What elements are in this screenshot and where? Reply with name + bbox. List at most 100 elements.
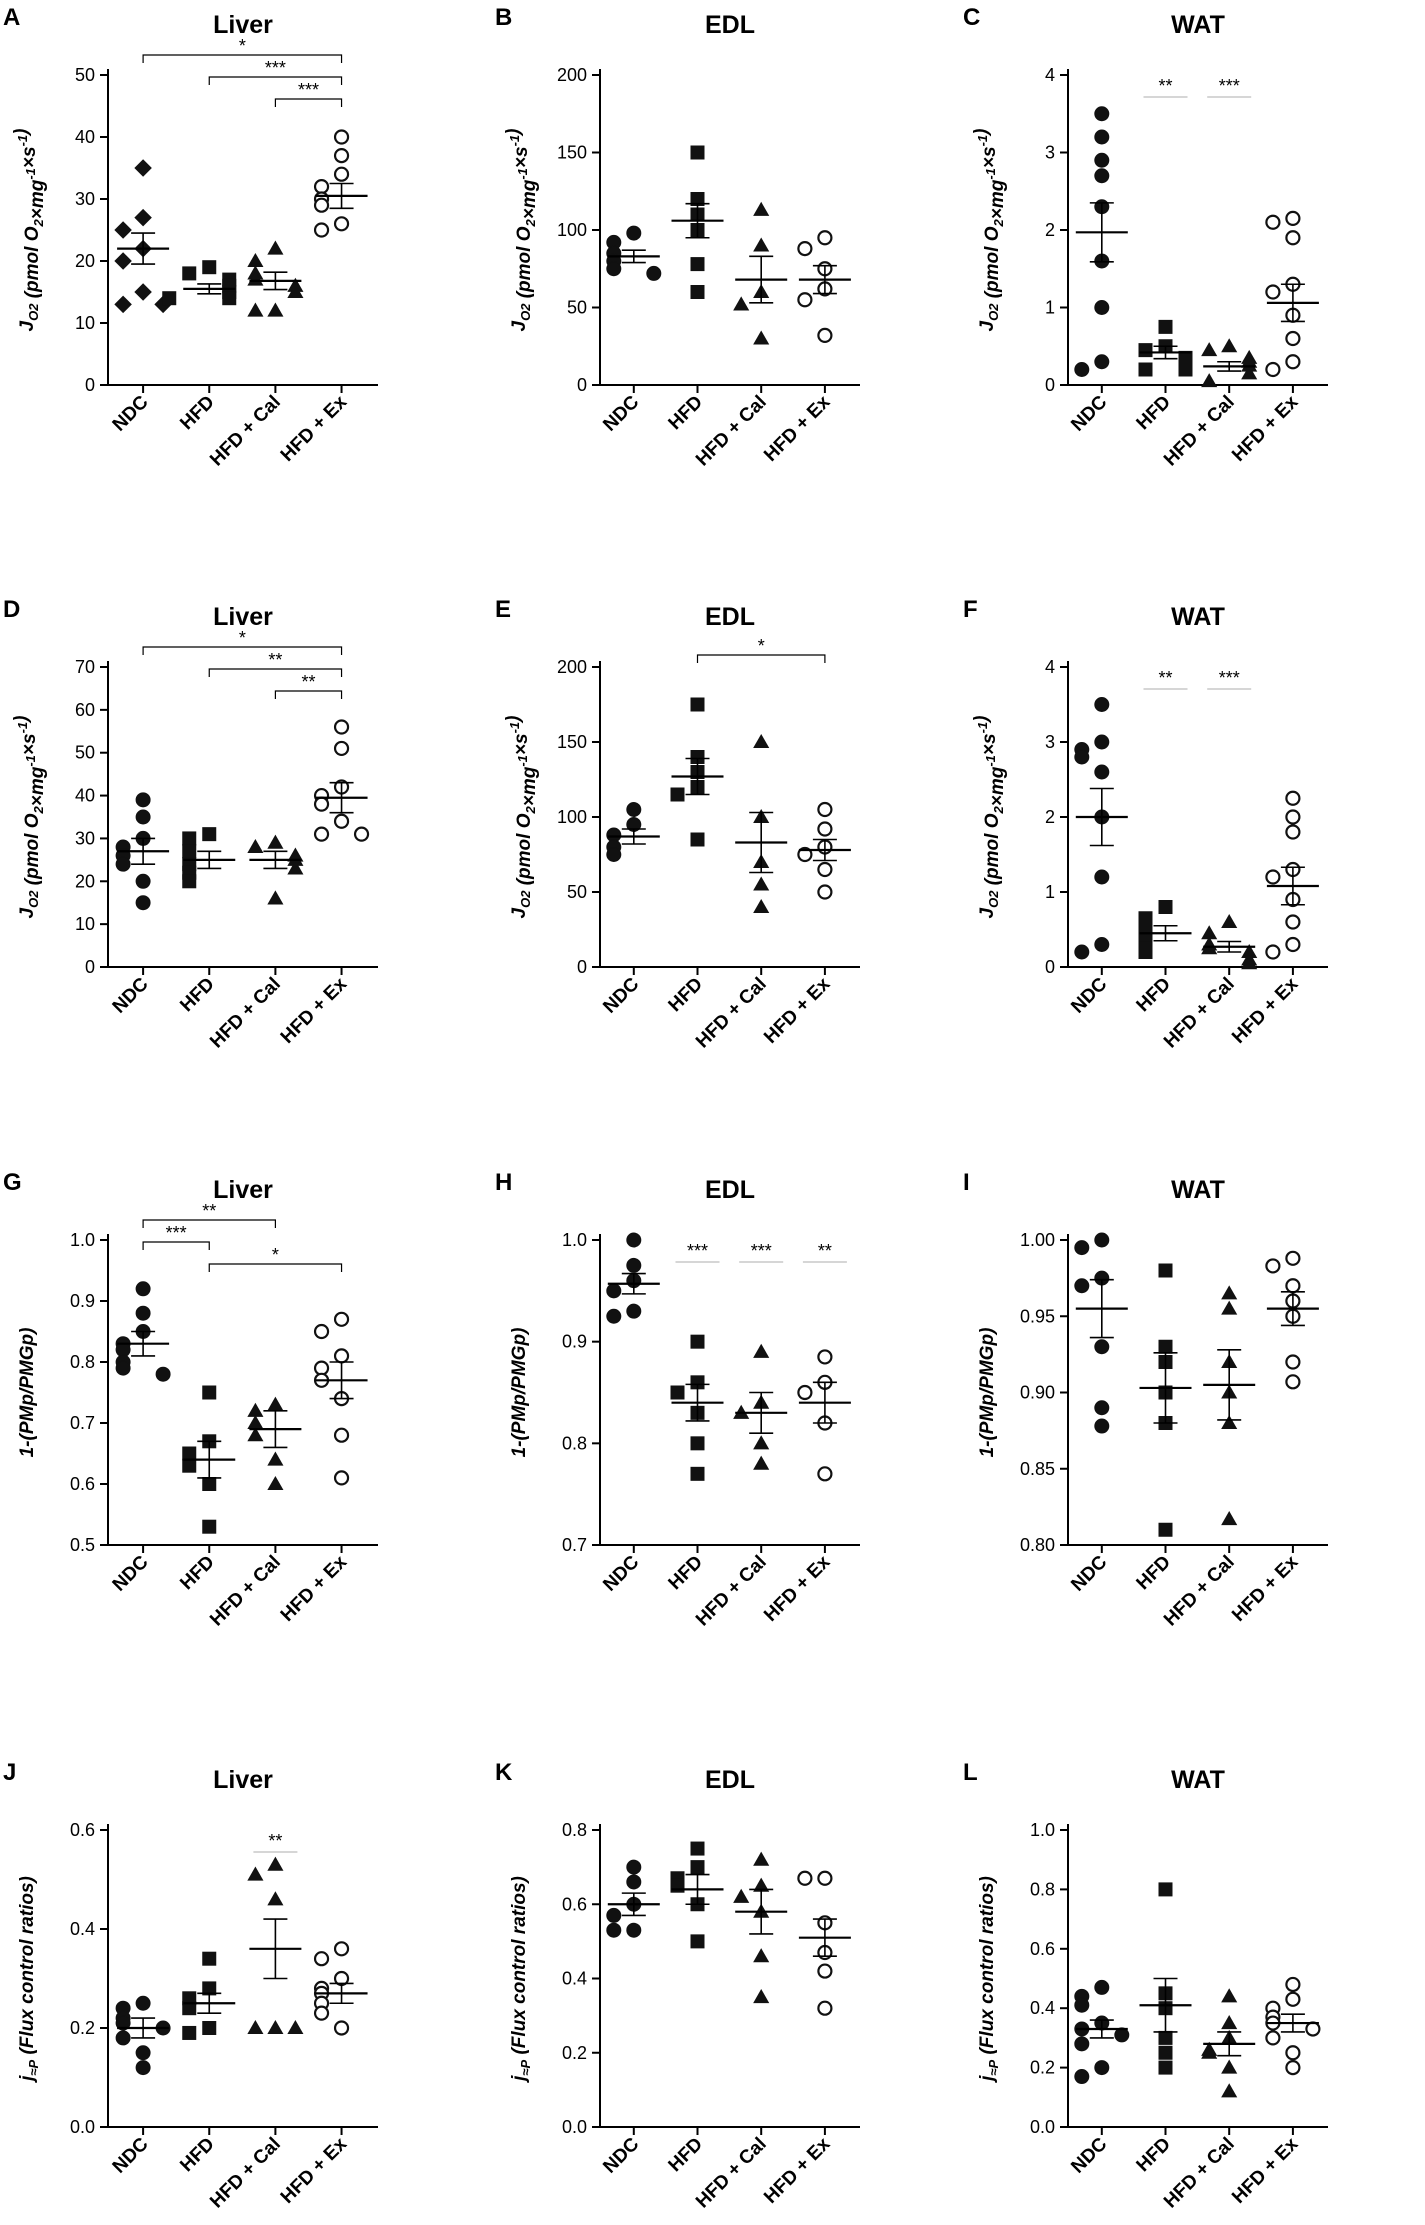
y-label-part: O2 [518,303,533,321]
x-tick-label: HFD [1133,1552,1175,1594]
data-point [1285,1976,1301,1993]
data-point [333,1427,350,1443]
y-label-part: (pmol O [514,226,535,303]
data-point [1285,790,1301,806]
data-point [690,1466,705,1481]
y-tick-label: 10 [75,914,95,934]
y-label-part: ×mg [519,179,540,219]
data-point [333,1348,350,1364]
data-point [333,1941,350,1957]
data-point [1074,1278,1090,1294]
series-hfd-cal [247,240,304,317]
data-point [313,1951,330,1967]
data-point [1201,925,1218,940]
x-tick-label: HFD + Ex [277,1551,352,1626]
series-ndc [1074,697,1128,960]
data-point [1265,214,1281,230]
panel-letter: C [963,4,980,31]
y-label-part: -1 [507,722,522,734]
data-point [333,148,350,164]
data-point [670,1878,685,1893]
data-point [1265,2030,1281,2046]
panel-title: WAT [1171,603,1225,631]
significance-label: ** [1158,668,1172,688]
data-point [135,2060,151,2076]
x-tick-label: HFD [176,1552,218,1594]
y-tick-label: 0 [577,957,587,977]
data-point [1074,749,1090,765]
data-point [817,1963,833,1979]
y-label-part: -1 [515,755,530,767]
series-hfd-ex [313,1941,368,2036]
data-point [267,240,284,255]
series-ndc [1074,1232,1128,1434]
data-point [182,831,197,846]
y-tick-label: 0.5 [70,1535,95,1555]
data-point [753,1343,770,1358]
series-hfd [182,827,236,889]
y-tick-label: 10 [75,313,95,333]
series-hfd-ex [1265,210,1319,378]
data-point [1221,1285,1238,1300]
data-point [1138,945,1153,959]
y-tick-label: 0.6 [1030,1939,1055,1959]
data-point [797,292,813,308]
y-label-part: ×s [19,733,40,755]
data-point [1221,338,1238,353]
data-point [1094,1339,1110,1355]
x-tick-label: HFD + Ex [760,973,835,1048]
data-point [1094,152,1110,168]
data-point [135,895,151,911]
x-tick-label: HFD [176,392,218,434]
data-point [1241,357,1258,372]
data-point [606,1308,622,1324]
y-label-part: 2 [31,805,46,814]
x-tick-label: NDC [109,2133,153,2177]
y-label-part: (pmol O [514,813,535,890]
data-point [333,1311,350,1327]
series-hfd-ex [797,801,851,900]
y-tick-label: 0.7 [70,1413,95,1433]
y-tick-label: 100 [557,807,587,827]
data-point [753,1435,770,1450]
series-hfd-ex [313,719,370,842]
significance-bracket [142,54,343,63]
y-label-part: ×mg [27,179,48,219]
data-point [690,1860,705,1875]
data-point [1285,824,1301,840]
y-tick-label: 50 [75,743,95,763]
significance-label: *** [1219,76,1240,96]
x-tick-label: HFD [176,2134,218,2176]
y-tick-label: 100 [557,220,587,240]
data-point [606,847,622,862]
data-point [247,1866,264,1881]
data-point [313,179,330,195]
y-label-part: J [17,320,38,331]
significance-bracket [208,1263,343,1272]
y-label-part: ×mg [27,766,48,806]
y-label-part: ×mg [987,179,1008,219]
x-tick-label: HFD [665,2134,707,2176]
y-label-part: -1 [975,722,990,734]
y-label-part: O2 [26,890,41,908]
panel-title: Liver [213,1176,273,1204]
y-axis-label: JO2 (pmol O2×mg-1×s-1) [503,129,540,332]
panel-title: EDL [705,1176,755,1204]
data-point [135,792,151,808]
series-hfd [1139,1882,1192,2075]
data-point [1094,129,1110,145]
series-hfd-cal [247,1396,302,1491]
data-point [287,2019,304,2035]
data-point [135,2045,151,2061]
data-point [1285,2060,1301,2076]
data-point [1221,1300,1238,1315]
x-tick-label: HFD + Cal [206,392,285,471]
data-point [1094,168,1110,184]
x-tick-label: HFD + Ex [277,973,352,1048]
series-hfd [182,1951,236,2040]
